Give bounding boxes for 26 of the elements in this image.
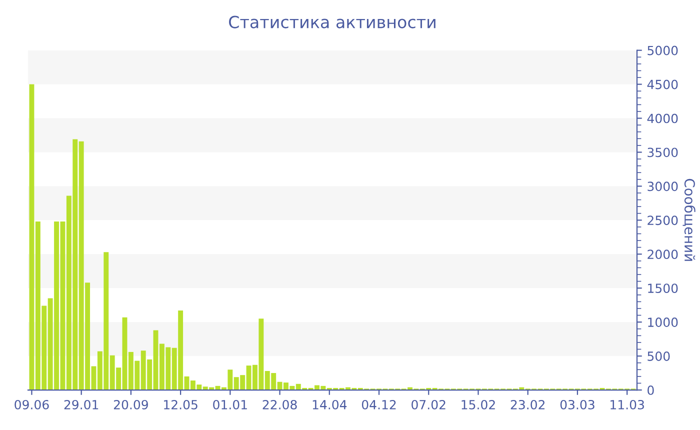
- y-tick-label: 3000: [648, 182, 678, 192]
- y-tick-label: 2000: [648, 250, 678, 260]
- x-tick-label: 23.02: [510, 400, 544, 410]
- x-tick-label: 14.04: [312, 400, 347, 410]
- y-tick-label: 2500: [648, 216, 678, 226]
- x-tick-label: 04.12: [362, 400, 396, 410]
- x-tick-label: 12.05: [164, 400, 198, 410]
- y-tick-label: 5000: [648, 46, 678, 56]
- y-tick-label: 1000: [648, 318, 678, 327]
- x-tick-label: 29.01: [64, 400, 98, 410]
- y-tick-label: 3500: [648, 148, 678, 158]
- x-tick-label: 22.08: [262, 400, 297, 410]
- x-tick-label: 03.03: [560, 400, 594, 410]
- y-tick-label: 4000: [647, 114, 678, 124]
- y-tick-label: 4500: [647, 80, 678, 90]
- x-tick-label: 07.02: [412, 400, 446, 410]
- x-tick-label: 01.01: [213, 400, 247, 410]
- y-axis-title: Сообщений: [682, 178, 696, 261]
- x-tick-label: 09.06: [14, 400, 49, 410]
- chart-title: Статистика активности: [229, 16, 436, 28]
- x-tick-label: 11.03: [610, 400, 644, 410]
- x-tick-label: 15.02: [462, 400, 495, 410]
- x-tick-label: 20.09: [114, 400, 148, 410]
- y-tick-label: 0: [648, 385, 654, 395]
- y-tick-label: 1500: [648, 284, 678, 294]
- y-tick-label: 500: [648, 352, 670, 361]
